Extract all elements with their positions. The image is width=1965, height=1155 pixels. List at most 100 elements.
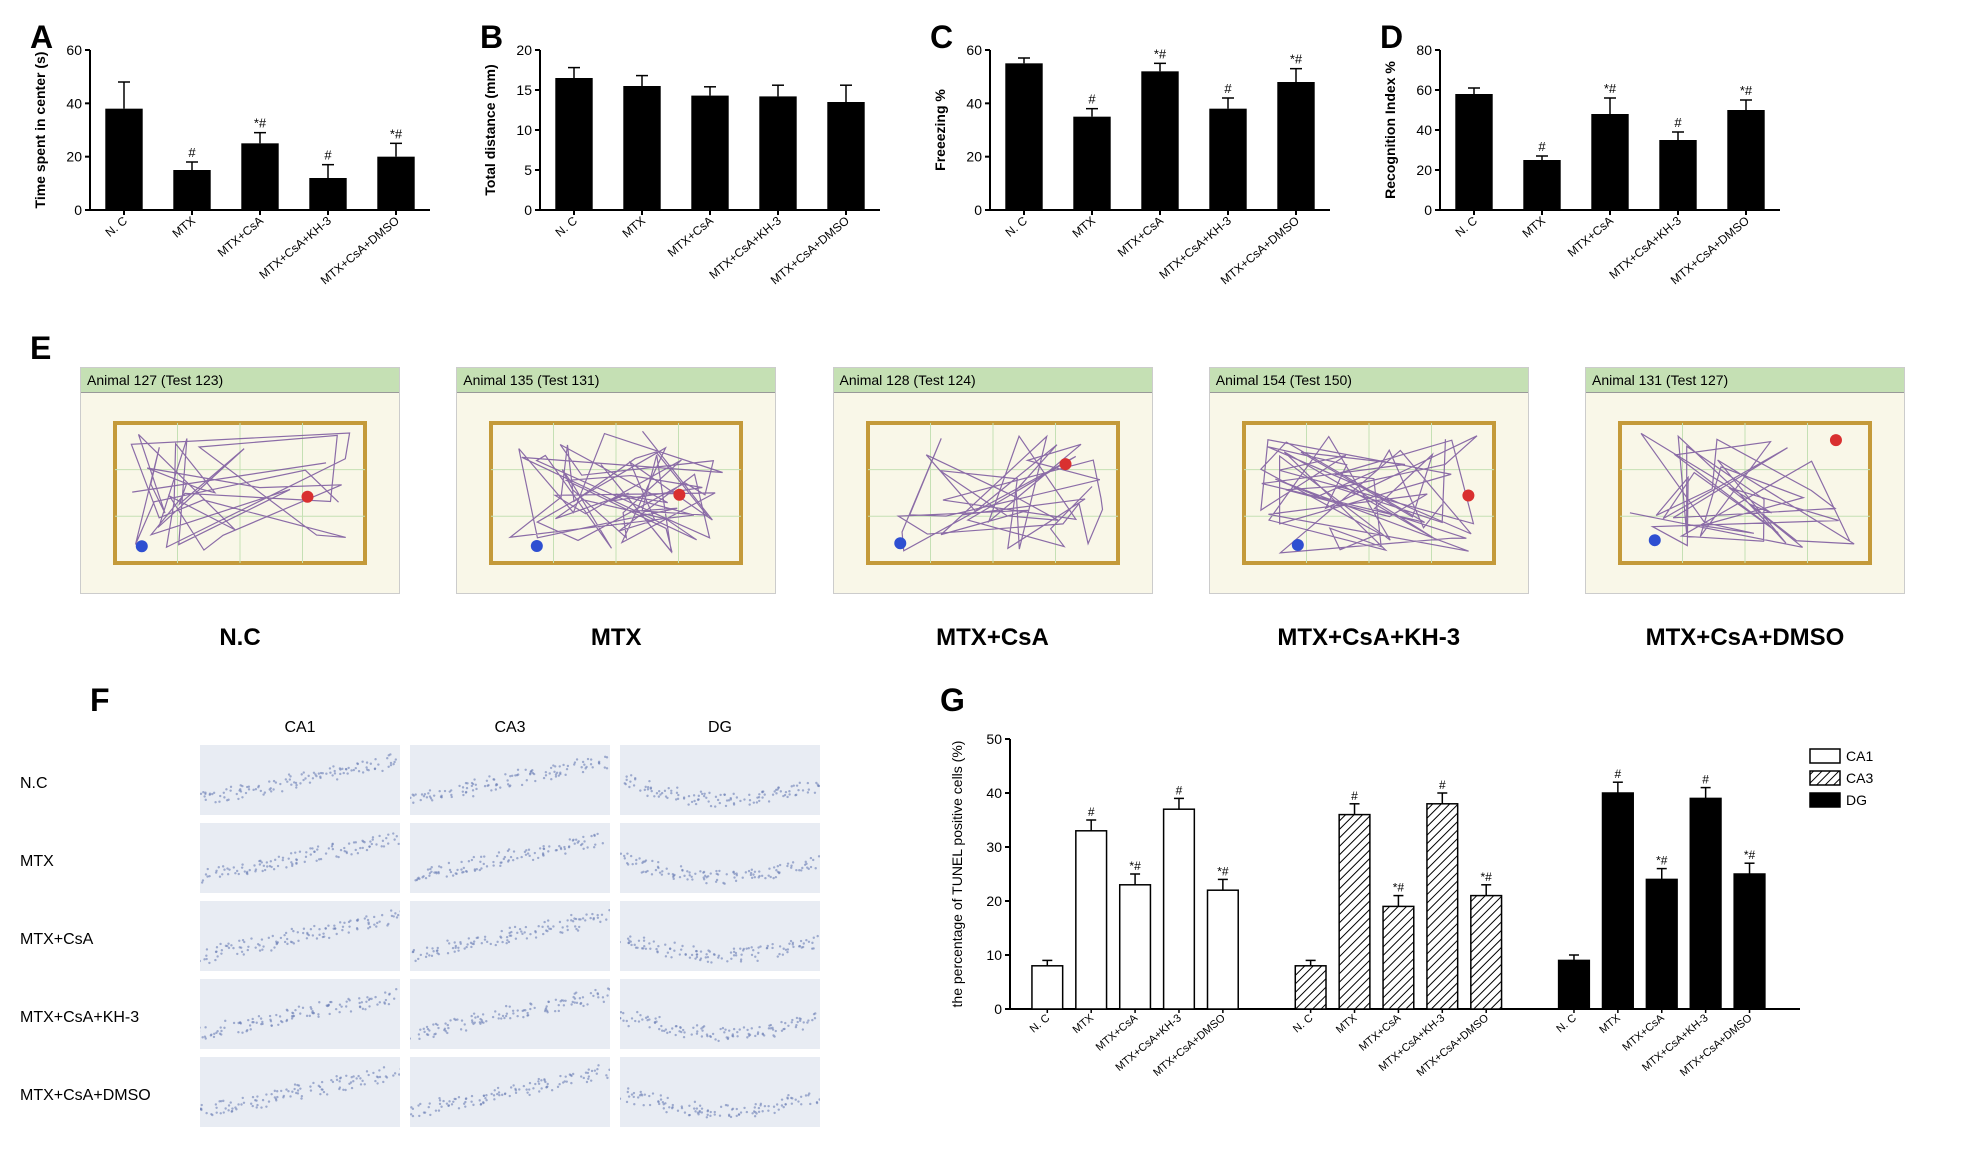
track-label: MTX <box>456 624 776 652</box>
track-card-body <box>1210 393 1528 593</box>
histo-row-labels: N.CMTXMTX+CsAMTX+CsA+KH-3MTX+CsA+DMSO <box>20 719 200 1135</box>
track-card-title: Animal 131 (Test 127) <box>1586 368 1904 393</box>
svg-text:40: 40 <box>1416 122 1432 138</box>
histo-row-label: N.C <box>20 745 190 823</box>
svg-text:20: 20 <box>1416 162 1432 178</box>
svg-text:#: # <box>324 148 332 163</box>
svg-text:N. C: N. C <box>1028 1012 1053 1035</box>
svg-text:MTX+CsA: MTX+CsA <box>1115 214 1166 260</box>
histo-cell <box>200 901 400 971</box>
track-card: Animal 131 (Test 127) <box>1585 367 1905 594</box>
svg-text:*#: *# <box>1217 864 1229 878</box>
svg-text:#: # <box>1351 789 1358 803</box>
svg-text:DG: DG <box>1846 792 1867 808</box>
svg-text:Time spent in center (s): Time spent in center (s) <box>32 52 48 209</box>
svg-text:40: 40 <box>966 95 982 111</box>
track-labels-row: N.CMTXMTX+CsAMTX+CsA+KH-3MTX+CsA+DMSO <box>20 624 1945 652</box>
svg-text:MTX+CsA: MTX+CsA <box>215 214 266 260</box>
chart-g-svg: 01020304050the percentage of TUNEL posit… <box>940 719 1940 1119</box>
svg-text:C: C <box>930 20 953 55</box>
svg-text:10: 10 <box>986 947 1002 963</box>
svg-text:20: 20 <box>966 149 982 165</box>
track-row: Animal 127 (Test 123) Animal 135 (Test 13… <box>20 367 1945 594</box>
svg-text:MTX+CsA: MTX+CsA <box>665 214 716 260</box>
track-card: Animal 127 (Test 123) <box>80 367 400 594</box>
svg-text:0: 0 <box>974 202 982 218</box>
svg-text:*#: *# <box>254 116 267 131</box>
svg-text:Recognition Index %: Recognition Index % <box>1382 61 1398 199</box>
panel-g-label: G <box>940 682 1945 719</box>
svg-text:#: # <box>1088 805 1095 819</box>
svg-text:MTX+CsA+DMSO: MTX+CsA+DMSO <box>1678 1012 1755 1079</box>
svg-text:80: 80 <box>1416 42 1432 58</box>
svg-text:0: 0 <box>994 1001 1002 1017</box>
svg-text:5: 5 <box>524 162 532 178</box>
histo-row-label: MTX+CsA+KH-3 <box>20 979 190 1057</box>
chart-b-svg: B05101520Total distance (mm)N. CMTXMTX+C… <box>470 20 890 300</box>
histo-col: CA3 <box>410 719 610 1135</box>
track-card: Animal 135 (Test 131) <box>456 367 776 594</box>
histo-col-label: CA3 <box>494 719 525 739</box>
histo-cell <box>620 1057 820 1127</box>
svg-text:*#: *# <box>1129 859 1141 873</box>
svg-text:#: # <box>1224 81 1232 96</box>
svg-text:0: 0 <box>524 202 532 218</box>
panel-e: E Animal 127 (Test 123)Animal 135 (Test … <box>20 330 1945 652</box>
svg-text:A: A <box>30 20 53 55</box>
track-card-title: Animal 135 (Test 131) <box>457 368 775 393</box>
svg-text:50: 50 <box>986 731 1002 747</box>
track-label: MTX+CsA+DMSO <box>1585 624 1905 652</box>
bottom-row: F N.CMTXMTX+CsAMTX+CsA+KH-3MTX+CsA+DMSO … <box>20 682 1945 1135</box>
svg-text:the percentage of TUNEL positi: the percentage of TUNEL positive cells (… <box>949 741 965 1008</box>
svg-text:*#: *# <box>1481 870 1493 884</box>
svg-text:Total distance (mm): Total distance (mm) <box>482 64 498 195</box>
track-card-title: Animal 127 (Test 123) <box>81 368 399 393</box>
svg-text:MTX: MTX <box>620 214 648 241</box>
panel-a: A0204060Time spent in center (s)N. C#MTX… <box>20 20 440 300</box>
svg-text:MTX: MTX <box>1597 1012 1623 1037</box>
histo-cell <box>620 979 820 1049</box>
svg-text:MTX: MTX <box>1334 1012 1360 1037</box>
svg-text:N. C: N. C <box>1291 1012 1316 1035</box>
svg-text:20: 20 <box>986 893 1002 909</box>
svg-text:N. C: N. C <box>1003 213 1031 239</box>
histo-col: DG <box>620 719 820 1135</box>
svg-text:CA1: CA1 <box>1846 748 1873 764</box>
track-card-title: Animal 154 (Test 150) <box>1210 368 1528 393</box>
chart-c-svg: C0204060Freeezing %N. C#MTX*#MTX+CsA#MTX… <box>920 20 1340 300</box>
svg-text:60: 60 <box>966 42 982 58</box>
histo-cell <box>410 901 610 971</box>
histo-cell <box>620 745 820 815</box>
svg-text:MTX+CsA+DMSO: MTX+CsA+DMSO <box>1415 1012 1492 1079</box>
svg-text:#: # <box>1176 783 1183 797</box>
track-card-body <box>81 393 399 593</box>
panel-c: C0204060Freeezing %N. C#MTX*#MTX+CsA#MTX… <box>920 20 1340 300</box>
histo-cell <box>620 901 820 971</box>
track-card-body <box>457 393 775 593</box>
histo-cell <box>620 823 820 893</box>
svg-text:*#: *# <box>1154 46 1167 61</box>
svg-text:*#: *# <box>1290 52 1303 67</box>
svg-text:Freeezing %: Freeezing % <box>932 89 948 171</box>
histo-cell <box>410 1057 610 1127</box>
svg-text:MTX+CsA: MTX+CsA <box>1565 214 1616 260</box>
panel-f: F N.CMTXMTX+CsAMTX+CsA+KH-3MTX+CsA+DMSO … <box>20 682 900 1135</box>
svg-text:10: 10 <box>516 122 532 138</box>
svg-text:MTX: MTX <box>170 214 198 241</box>
histo-cols: CA1 CA3 DG <box>200 719 820 1135</box>
svg-text:#: # <box>1702 773 1709 787</box>
svg-text:MTX: MTX <box>1071 1012 1097 1037</box>
svg-text:N. C: N. C <box>1453 213 1481 239</box>
svg-text:#: # <box>1439 778 1446 792</box>
svg-text:20: 20 <box>516 42 532 58</box>
svg-text:*#: *# <box>1656 854 1668 868</box>
histo-col: CA1 <box>200 719 400 1135</box>
histo-cell <box>200 745 400 815</box>
panel-b: B05101520Total distance (mm)N. CMTXMTX+C… <box>470 20 890 300</box>
track-card-body <box>1586 393 1904 593</box>
svg-text:#: # <box>1538 139 1546 154</box>
svg-text:40: 40 <box>66 95 82 111</box>
svg-text:*#: *# <box>1740 83 1753 98</box>
svg-text:30: 30 <box>986 839 1002 855</box>
track-label: MTX+CsA+KH-3 <box>1209 624 1529 652</box>
